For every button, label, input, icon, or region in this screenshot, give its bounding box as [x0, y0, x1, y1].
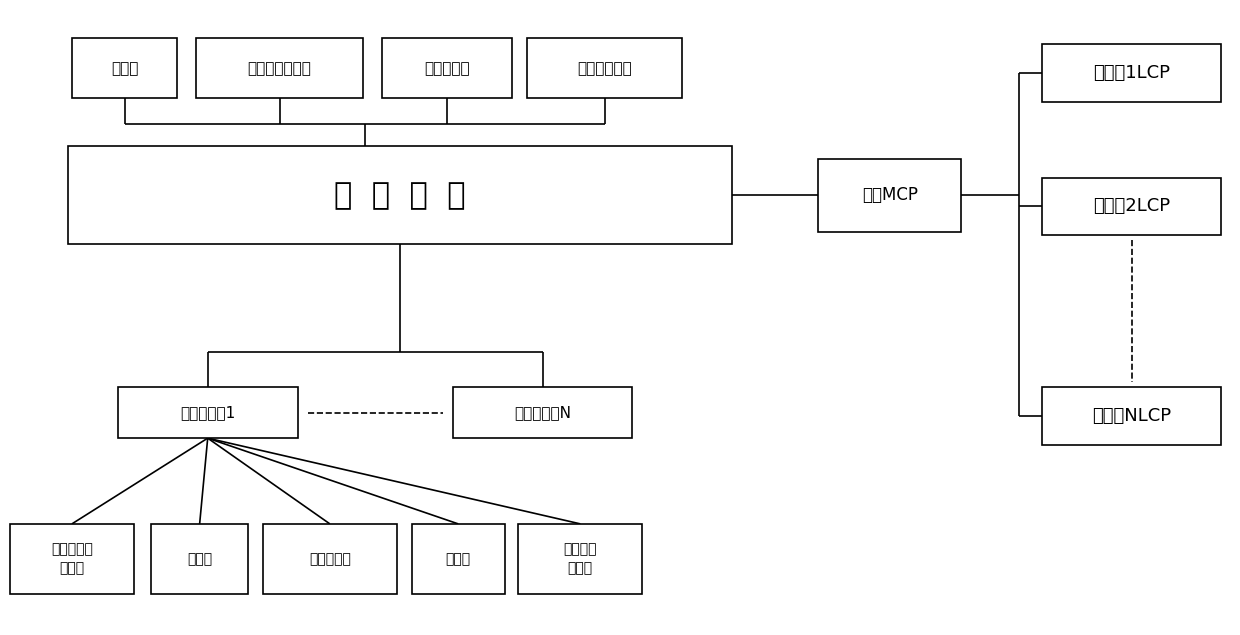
Text: 电动阀: 电动阀: [187, 552, 212, 566]
Text: 鼓风机2LCP: 鼓风机2LCP: [1092, 197, 1171, 215]
Bar: [518, 524, 642, 594]
Bar: [118, 387, 298, 438]
Bar: [412, 524, 505, 594]
Text: 子站控制器N: 子站控制器N: [515, 405, 570, 420]
Text: 上位机: 上位机: [110, 61, 139, 76]
Bar: [263, 524, 397, 594]
Text: 水温计: 水温计: [445, 552, 471, 566]
Bar: [1042, 387, 1221, 444]
Text: 子站控制器1: 子站控制器1: [180, 405, 236, 420]
Bar: [382, 38, 512, 98]
Text: 鼓风机NLCP: 鼓风机NLCP: [1092, 407, 1171, 425]
Text: 空气总管压力表: 空气总管压力表: [248, 61, 311, 76]
Text: 出口水质仪表: 出口水质仪表: [577, 61, 632, 76]
Bar: [1042, 178, 1221, 235]
Text: 风机MCP: 风机MCP: [862, 186, 918, 204]
Bar: [10, 524, 134, 594]
Bar: [1042, 44, 1221, 102]
Bar: [151, 524, 248, 594]
Text: 氨氮在线
监测仪: 氨氮在线 监测仪: [563, 542, 598, 575]
Bar: [72, 38, 177, 98]
Text: 主  控  制  器: 主 控 制 器: [334, 181, 466, 210]
Text: 鼓风机1LCP: 鼓风机1LCP: [1092, 64, 1171, 82]
Bar: [68, 146, 732, 244]
Bar: [818, 159, 961, 232]
Text: 空气流量计: 空气流量计: [424, 61, 470, 76]
Text: 在线溶解氧
测定仪: 在线溶解氧 测定仪: [51, 542, 93, 575]
Bar: [453, 387, 632, 438]
Bar: [527, 38, 682, 98]
Bar: [196, 38, 363, 98]
Text: 污泥浓度计: 污泥浓度计: [309, 552, 351, 566]
